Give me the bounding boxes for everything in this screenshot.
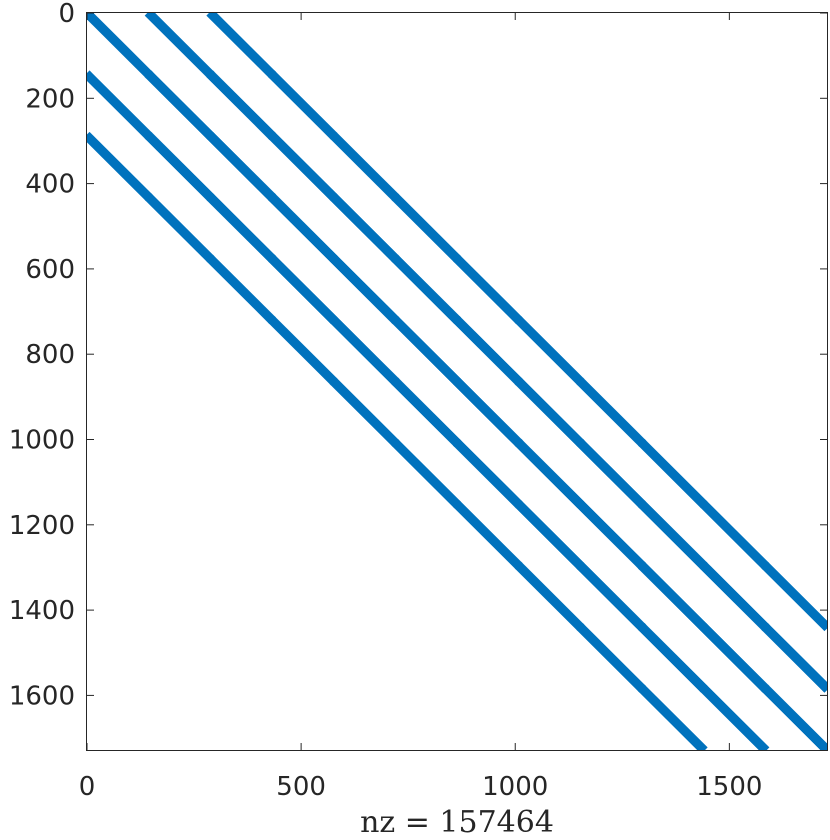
nonzero-block xyxy=(576,438,646,509)
nonzero-block xyxy=(514,438,585,509)
nonzero-block xyxy=(268,70,338,140)
nonzero-block xyxy=(329,131,400,202)
nonzero-block xyxy=(638,561,708,632)
nonzero-block xyxy=(206,131,276,202)
y-tick-label: 800 xyxy=(25,340,75,370)
nonzero-block xyxy=(761,561,827,632)
nonzero-block xyxy=(514,316,585,386)
nonzero-block xyxy=(87,13,153,79)
nonzero-block xyxy=(576,377,646,447)
nonzero-block xyxy=(144,193,215,263)
nonzero-block xyxy=(206,193,276,263)
nonzero-block xyxy=(576,623,646,693)
nonzero-block xyxy=(761,684,827,750)
nonzero-block xyxy=(268,254,338,325)
nonzero-block xyxy=(206,70,276,140)
nonzero-block xyxy=(453,316,523,386)
plot-area xyxy=(87,13,827,750)
x-tick-label: 1500 xyxy=(696,772,762,802)
y-tick-label: 400 xyxy=(25,170,75,200)
y-tick-label: 1400 xyxy=(9,596,75,626)
y-tick-label: 1600 xyxy=(9,681,75,711)
nonzero-block xyxy=(638,500,708,570)
x-tick-label: 500 xyxy=(276,772,326,802)
y-tick-label: 600 xyxy=(25,255,75,285)
nonzero-block xyxy=(268,131,338,202)
nonzero-block xyxy=(391,254,461,325)
y-tick-label: 200 xyxy=(25,84,75,114)
x-tick-label: 1000 xyxy=(482,772,548,802)
y-tick-label: 1000 xyxy=(9,426,75,456)
nonzero-block xyxy=(391,193,461,263)
nonzero-block xyxy=(699,561,770,632)
nonzero-block xyxy=(268,193,338,263)
nonzero-block xyxy=(391,316,461,386)
nonzero-block xyxy=(329,316,400,386)
x-axis: 0 500 1000 1500 xyxy=(79,13,762,802)
nonzero-block xyxy=(87,131,153,202)
nonzero-block xyxy=(206,254,276,325)
nonzero-block xyxy=(87,70,153,140)
nonzero-block xyxy=(514,377,585,447)
x-axis-label: nz = 157464 xyxy=(360,805,554,840)
nonzero-block xyxy=(514,561,585,632)
nonzero-pattern xyxy=(87,13,827,750)
nonzero-block xyxy=(453,377,523,447)
nonzero-block xyxy=(761,623,827,693)
nonzero-block xyxy=(453,438,523,509)
nonzero-block xyxy=(638,684,708,750)
y-axis: 0 200 400 600 800 1000 1200 1400 1600 xyxy=(9,0,827,711)
nonzero-block xyxy=(329,254,400,325)
nonzero-block xyxy=(638,438,708,509)
nonzero-block xyxy=(206,13,276,79)
y-tick-label: 0 xyxy=(58,0,75,29)
nonzero-block xyxy=(144,131,215,202)
nonzero-block xyxy=(576,500,646,570)
nonzero-block xyxy=(453,500,523,570)
nonzero-block xyxy=(329,377,400,447)
nonzero-block xyxy=(576,561,646,632)
nonzero-block xyxy=(514,500,585,570)
x-tick-label: 0 xyxy=(79,772,96,802)
nonzero-block xyxy=(699,623,770,693)
nonzero-block xyxy=(699,684,770,750)
nonzero-block xyxy=(638,623,708,693)
nonzero-block xyxy=(699,500,770,570)
y-tick-label: 1200 xyxy=(9,511,75,541)
nonzero-block xyxy=(144,70,215,140)
nonzero-block xyxy=(268,316,338,386)
axes-frame xyxy=(86,12,828,751)
nonzero-block xyxy=(329,193,400,263)
nonzero-block xyxy=(453,254,523,325)
nonzero-block xyxy=(391,377,461,447)
nonzero-block xyxy=(144,13,215,79)
nonzero-block xyxy=(391,438,461,509)
